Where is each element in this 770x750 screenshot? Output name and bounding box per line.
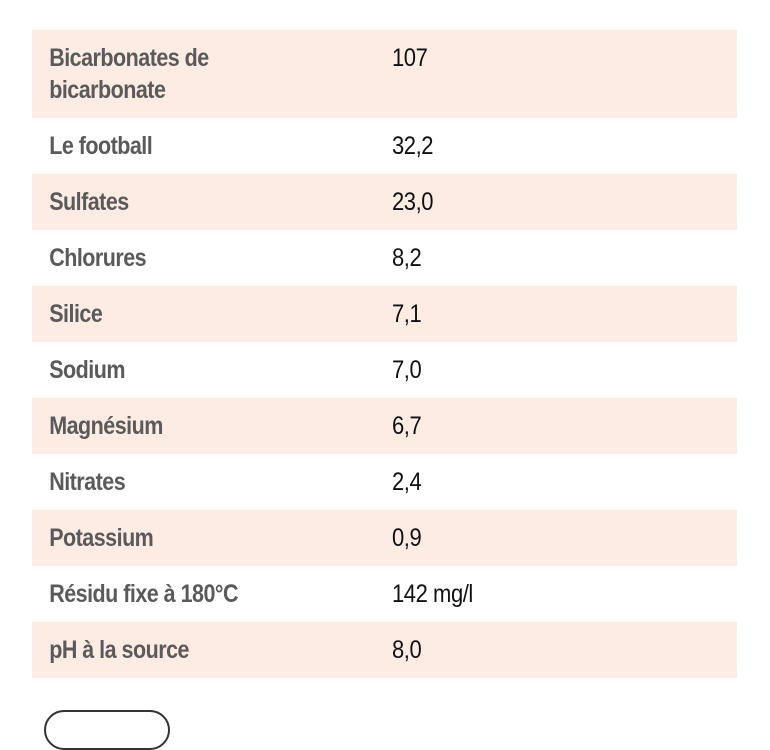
table-row: Bicarbonates de bicarbonate 107 bbox=[32, 30, 737, 118]
row-label: Résidu fixe à 180°C bbox=[49, 580, 239, 608]
row-label: Nitrates bbox=[49, 468, 126, 496]
table-row: pH à la source 8,0 bbox=[32, 622, 737, 678]
row-value: 32,2 bbox=[392, 132, 434, 160]
row-value: 8,2 bbox=[392, 244, 422, 272]
table-row: Résidu fixe à 180°C 142 mg/l bbox=[32, 566, 737, 622]
partial-button[interactable] bbox=[44, 710, 170, 750]
table-row: Potassium 0,9 bbox=[32, 510, 737, 566]
composition-table: Bicarbonates de bicarbonate 107 Le footb… bbox=[32, 30, 737, 678]
table-row: Sodium 7,0 bbox=[32, 342, 737, 398]
row-label: Sodium bbox=[49, 356, 125, 384]
row-value: 7,1 bbox=[392, 300, 422, 328]
table-row: Chlorures 8,2 bbox=[32, 230, 737, 286]
row-label: Chlorures bbox=[49, 244, 147, 272]
row-label: Bicarbonates de bicarbonate bbox=[49, 44, 209, 104]
row-label: pH à la source bbox=[49, 636, 189, 664]
row-label: Le football bbox=[49, 132, 153, 160]
row-value: 23,0 bbox=[392, 188, 434, 216]
row-label: Silice bbox=[49, 300, 103, 328]
table-row: Le football 32,2 bbox=[32, 118, 737, 174]
row-label: Potassium bbox=[49, 524, 154, 552]
row-value: 6,7 bbox=[392, 412, 422, 440]
table-row: Silice 7,1 bbox=[32, 286, 737, 342]
row-value: 7,0 bbox=[392, 356, 422, 384]
row-label: Magnésium bbox=[49, 412, 163, 440]
row-label: Sulfates bbox=[49, 188, 129, 216]
table-row: Nitrates 2,4 bbox=[32, 454, 737, 510]
row-value: 8,0 bbox=[392, 636, 422, 664]
row-value: 2,4 bbox=[392, 468, 422, 496]
row-value: 0,9 bbox=[392, 524, 422, 552]
row-value: 107 bbox=[392, 44, 428, 72]
table-row: Sulfates 23,0 bbox=[32, 174, 737, 230]
row-value: 142 mg/l bbox=[392, 580, 473, 608]
table-row: Magnésium 6,7 bbox=[32, 398, 737, 454]
